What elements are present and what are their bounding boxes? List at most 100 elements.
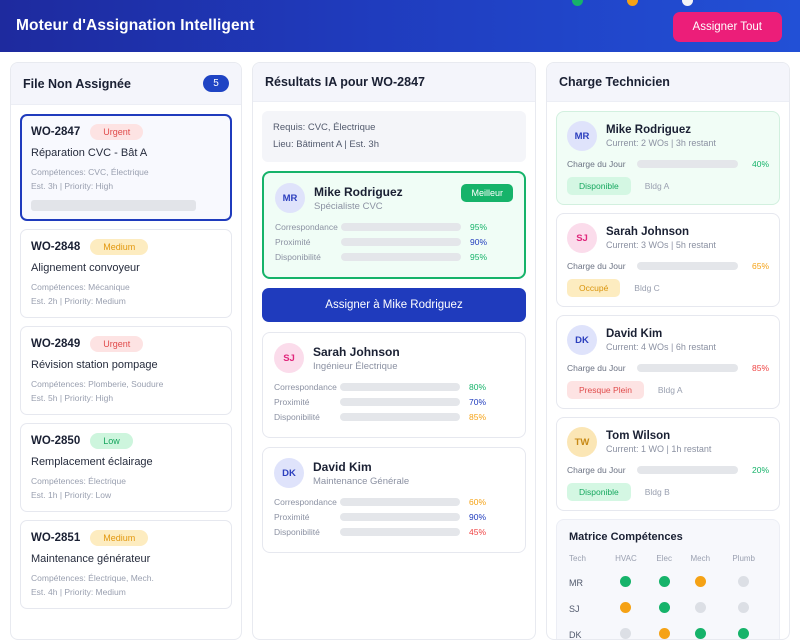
- results-title: Résultats IA pour WO-2847: [265, 75, 425, 89]
- matrix-column-header: Tech: [569, 554, 586, 563]
- candidate-card[interactable]: DK David Kim Maintenance Générale Correspon…: [262, 447, 526, 554]
- queue-title: File Non Assignée: [23, 76, 131, 91]
- status-dot-white: [682, 0, 693, 6]
- candidate-header: MR Mike Rodriguez Spécialiste CVC Meilleur: [275, 183, 513, 214]
- work-order-card[interactable]: WO-2851 Medium Maintenance générateur Compé…: [20, 520, 232, 610]
- metric-row: Proximité 90%: [274, 512, 514, 522]
- candidate-card[interactable]: SJ Sarah Johnson Ingénieur Électrique Corre…: [262, 332, 526, 439]
- work-order-description: Révision station pompage: [31, 359, 158, 372]
- work-order-skills: Compétences: CVC, Électrique: [31, 167, 149, 177]
- matrix-cell: [680, 596, 720, 622]
- matrix-tech-label: SJ: [569, 604, 580, 614]
- metric-value: 70%: [469, 397, 487, 408]
- matrix-column-header: HVAC: [615, 554, 637, 563]
- technician-header: TW Tom Wilson Current: 1 WO | 1h restant: [567, 427, 769, 457]
- daily-load-row: Charge du Jour 20%: [567, 465, 769, 475]
- technician-card[interactable]: MR Mike Rodriguez Current: 2 WOs | 3h rest…: [556, 111, 780, 205]
- technician-card[interactable]: DK David Kim Current: 4 WOs | 6h restant Ch…: [556, 315, 780, 409]
- work-order-id: WO-2851: [31, 532, 81, 545]
- daily-load-row: Charge du Jour 85%: [567, 363, 769, 373]
- header-status-dots: [572, 0, 693, 6]
- technician-footer: Presque Plein Bldg A: [567, 381, 769, 399]
- metric-row: Proximité 70%: [274, 397, 514, 407]
- skills-matrix-header-row: Tech HVAC Elec Mech Plumb: [569, 554, 767, 570]
- metric-row: Correspondance 60%: [274, 497, 514, 507]
- daily-load-label: Charge du Jour: [567, 465, 626, 475]
- skills-matrix-body: MRSJDKTW: [569, 570, 767, 639]
- app-header: Moteur d'Assignation Intelligent Assigne…: [0, 0, 800, 52]
- candidate-card[interactable]: MR Mike Rodriguez Spécialiste CVC Meilleur C…: [262, 171, 526, 280]
- candidate-header: DK David Kim Maintenance Générale: [274, 458, 514, 489]
- matrix-tech-label: MR: [569, 578, 583, 588]
- technician-current-load: Current: 3 WOs | 5h restant: [606, 240, 716, 250]
- building-label: Bldg C: [634, 283, 660, 293]
- work-order-card[interactable]: WO-2848 Medium Alignement convoyeur Compéte…: [20, 229, 232, 319]
- daily-load-track: [637, 262, 738, 270]
- matrix-column-header: Plumb: [732, 554, 756, 563]
- avatar: TW: [567, 427, 597, 457]
- queue-panel-header: File Non Assignée 5: [11, 63, 241, 105]
- skill-level-dot-none: [738, 576, 750, 587]
- assign-all-button[interactable]: Assigner Tout: [672, 12, 782, 42]
- metric-track: [341, 253, 461, 262]
- candidate-header: SJ Sarah Johnson Ingénieur Électrique: [274, 343, 514, 374]
- technician-header: MR Mike Rodriguez Current: 2 WOs | 3h rest…: [567, 121, 769, 151]
- work-order-skills: Compétences: Électrique, Mech.: [31, 573, 154, 584]
- metric-value: 90%: [469, 512, 487, 523]
- technician-footer: Disponible Bldg B: [567, 483, 769, 501]
- avatar: MR: [567, 121, 597, 151]
- work-order-header: WO-2849 Urgent: [31, 336, 221, 353]
- technician-card[interactable]: SJ Sarah Johnson Current: 3 WOs | 5h resta…: [556, 213, 780, 307]
- status-dot-green: [572, 0, 583, 6]
- candidate-list: MR Mike Rodriguez Spécialiste CVC Meilleur C…: [262, 171, 526, 554]
- daily-load-track: [637, 160, 738, 168]
- avatar: DK: [567, 325, 597, 355]
- metric-row: Disponibilité 85%: [274, 412, 514, 422]
- results-body: Requis: CVC, Électrique Lieu: Bâtiment A…: [253, 102, 535, 639]
- workload-title: Charge Technicien: [559, 75, 670, 89]
- daily-load-value: 65%: [751, 261, 769, 271]
- work-order-header: WO-2847 Urgent: [31, 124, 221, 140]
- matrix-cell: [720, 570, 767, 596]
- technician-card[interactable]: TW Tom Wilson Current: 1 WO | 1h restant Ch…: [556, 417, 780, 511]
- priority-badge: Medium: [90, 530, 149, 547]
- candidate-name: Sarah Johnson: [313, 344, 400, 359]
- assign-to-candidate-button[interactable]: Assigner à Mike Rodriguez: [262, 288, 526, 323]
- metric-label: Proximité: [275, 237, 311, 248]
- matrix-row: SJ: [569, 596, 767, 622]
- work-order-card[interactable]: WO-2849 Urgent Révision station pompage Com…: [20, 326, 232, 416]
- metric-row: Correspondance 80%: [274, 382, 514, 392]
- metric-track: [341, 223, 461, 232]
- metric-value: 85%: [469, 412, 487, 423]
- daily-load-value: 85%: [751, 363, 769, 373]
- work-order-description: Remplacement éclairage: [31, 456, 153, 469]
- work-order-card[interactable]: WO-2850 Low Remplacement éclairage Compéten…: [20, 423, 232, 513]
- daily-load-label: Charge du Jour: [567, 159, 626, 169]
- technician-name: Sarah Johnson: [606, 226, 690, 238]
- metric-track: [341, 238, 461, 247]
- skill-level-dot-expert: [658, 602, 670, 613]
- work-order-skills: Compétences: Mécanique: [31, 282, 130, 293]
- matrix-cell: [720, 596, 767, 622]
- matrix-cell: [648, 570, 680, 596]
- candidate-role: Spécialiste CVC: [314, 200, 383, 212]
- metric-track: [340, 383, 460, 392]
- metric-row: Disponibilité 45%: [274, 527, 514, 537]
- priority-badge: Low: [90, 433, 133, 450]
- work-order-card[interactable]: WO-2847 Urgent Réparation CVC - Bât A Compé…: [20, 114, 232, 222]
- metric-value: 95%: [470, 222, 488, 233]
- skills-matrix: Matrice Compétences Tech HVAC Elec Mech Plum…: [556, 519, 780, 639]
- matrix-row: DK: [569, 622, 767, 639]
- avatar: SJ: [274, 343, 304, 374]
- work-order-estimate: Est. 2h | Priority: Medium: [31, 296, 126, 307]
- skill-level-dot-expert: [658, 576, 670, 587]
- loading-placeholder-bar: [31, 200, 196, 212]
- daily-load-track: [637, 466, 738, 474]
- priority-badge: Medium: [90, 239, 149, 256]
- metric-track: [340, 498, 460, 507]
- status-dot-orange: [627, 0, 638, 6]
- skill-level-dot-expert: [694, 628, 706, 639]
- skills-matrix-title: Matrice Compétences: [569, 531, 683, 543]
- skill-level-dot-base: [620, 602, 632, 613]
- work-order-id: WO-2849: [31, 338, 81, 351]
